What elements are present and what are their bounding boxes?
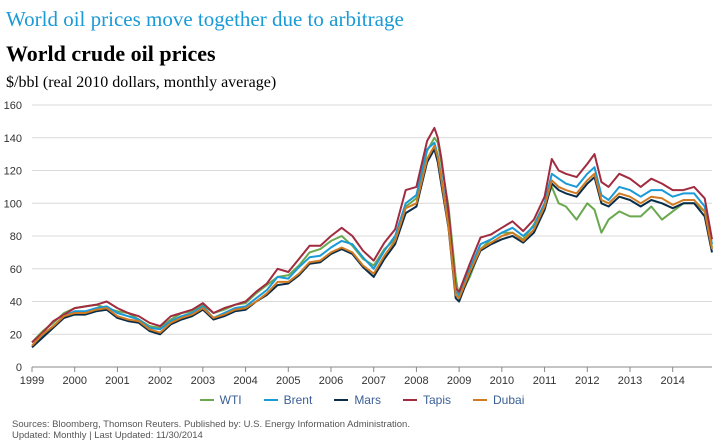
y-tick-label: 20 bbox=[10, 329, 22, 341]
x-tick-label: 2005 bbox=[276, 375, 300, 387]
legend-label: Tapis bbox=[422, 393, 451, 407]
legend-label: Brent bbox=[283, 393, 313, 407]
legend-label: Dubai bbox=[493, 393, 525, 407]
legend-item-mars: Mars bbox=[334, 393, 381, 407]
legend-item-dubai: Dubai bbox=[473, 393, 524, 407]
x-tick-label: 1999 bbox=[20, 375, 44, 387]
x-tick-label: 2011 bbox=[533, 375, 557, 387]
series-line-dubai bbox=[31, 144, 713, 347]
x-tick-label: 2002 bbox=[148, 375, 172, 387]
footer: Sources: Bloomberg, Thomson Reuters. Pub… bbox=[12, 419, 410, 441]
series-line-brent bbox=[31, 141, 713, 347]
y-tick-label: 80 bbox=[10, 231, 22, 243]
y-tick-label: 100 bbox=[4, 198, 22, 210]
legend-swatch bbox=[334, 399, 349, 401]
x-tick-label: 2010 bbox=[490, 375, 514, 387]
legend-swatch bbox=[199, 399, 214, 401]
x-tick-label: 2000 bbox=[62, 375, 86, 387]
headline: World oil prices move together due to ar… bbox=[6, 7, 404, 31]
x-tick-label: 2012 bbox=[575, 375, 599, 387]
legend-swatch bbox=[402, 399, 417, 401]
y-tick-label: 140 bbox=[4, 133, 22, 145]
chart-subtitle: $/bbl (real 2010 dollars, monthly averag… bbox=[6, 74, 277, 91]
x-tick-label: 2006 bbox=[319, 375, 343, 387]
y-tick-label: 60 bbox=[10, 264, 22, 276]
legend-label: Mars bbox=[354, 393, 381, 407]
x-tick-label: 2003 bbox=[191, 375, 215, 387]
y-tick-label: 160 bbox=[4, 100, 22, 112]
x-tick-label: 2001 bbox=[105, 375, 129, 387]
legend-swatch bbox=[263, 399, 278, 401]
y-tick-label: 40 bbox=[10, 297, 22, 309]
legend-label: WTI bbox=[219, 393, 242, 407]
x-tick-label: 2008 bbox=[404, 375, 428, 387]
sources-note: Sources: Bloomberg, Thomson Reuters. Pub… bbox=[12, 419, 410, 430]
x-tick-label: 2007 bbox=[361, 375, 385, 387]
x-tick-label: 2014 bbox=[660, 375, 684, 387]
series-line-wti bbox=[31, 136, 713, 344]
x-tick-label: 2004 bbox=[233, 375, 257, 387]
update-note: Updated: Monthly | Last Updated: 11/30/2… bbox=[12, 430, 203, 441]
x-tick-label: 2013 bbox=[618, 375, 642, 387]
chart-legend: WTI Brent Mars Tapis Dubai bbox=[0, 393, 724, 407]
legend-item-wti: WTI bbox=[199, 393, 242, 407]
y-tick-label: 0 bbox=[16, 362, 22, 374]
series-line-tapis bbox=[31, 126, 713, 344]
chart-title: World crude oil prices bbox=[6, 41, 216, 66]
x-tick-label: 2009 bbox=[447, 375, 471, 387]
legend-item-tapis: Tapis bbox=[402, 393, 451, 407]
legend-item-brent: Brent bbox=[263, 393, 313, 407]
y-tick-label: 120 bbox=[4, 166, 22, 178]
legend-swatch bbox=[473, 399, 487, 401]
